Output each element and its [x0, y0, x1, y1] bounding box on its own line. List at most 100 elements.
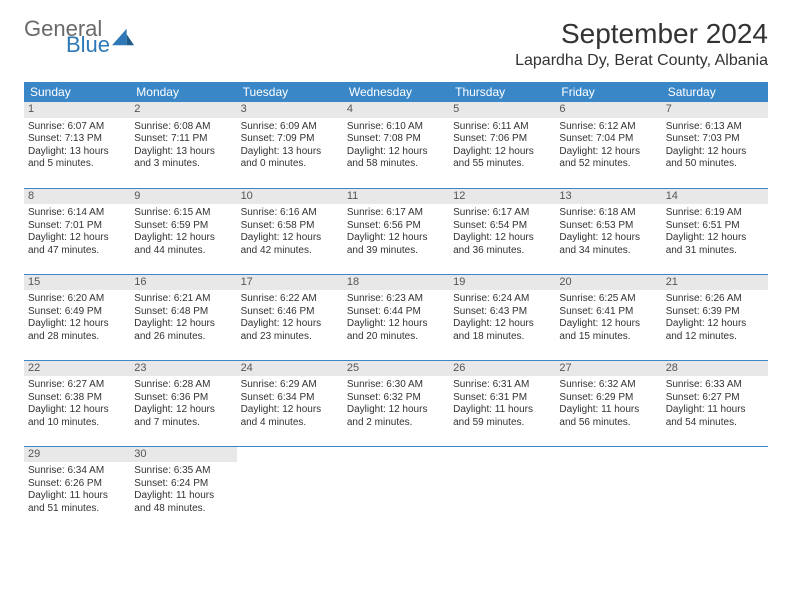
calendar-day-cell: 3Sunrise: 6:09 AMSunset: 7:09 PMDaylight…	[237, 102, 343, 188]
calendar-day-cell: 13Sunrise: 6:18 AMSunset: 6:53 PMDayligh…	[555, 188, 661, 274]
sunrise-line: Sunrise: 6:28 AM	[134, 379, 232, 392]
sunrise-line: Sunrise: 6:27 AM	[28, 379, 126, 392]
calendar-week-row: 22Sunrise: 6:27 AMSunset: 6:38 PMDayligh…	[24, 360, 768, 446]
sunrise-line: Sunrise: 6:14 AM	[28, 207, 126, 220]
calendar-body: 1Sunrise: 6:07 AMSunset: 7:13 PMDaylight…	[24, 102, 768, 532]
sunset-line: Sunset: 6:48 PM	[134, 306, 232, 319]
sunrise-line: Sunrise: 6:15 AM	[134, 207, 232, 220]
calendar-day-cell: 1Sunrise: 6:07 AMSunset: 7:13 PMDaylight…	[24, 102, 130, 188]
day-number: 1	[24, 102, 130, 118]
sunrise-line: Sunrise: 6:13 AM	[666, 121, 764, 134]
sunrise-line: Sunrise: 6:33 AM	[666, 379, 764, 392]
daylight-line: Daylight: 12 hours and 4 minutes.	[241, 404, 339, 429]
sunset-line: Sunset: 7:03 PM	[666, 133, 764, 146]
day-number: 22	[24, 361, 130, 377]
sunset-line: Sunset: 6:43 PM	[453, 306, 551, 319]
day-number: 30	[130, 447, 236, 463]
weekday-header: Wednesday	[343, 82, 449, 102]
calendar-table: Sunday Monday Tuesday Wednesday Thursday…	[24, 82, 768, 532]
calendar-day-cell: 23Sunrise: 6:28 AMSunset: 6:36 PMDayligh…	[130, 360, 236, 446]
daylight-line: Daylight: 11 hours and 56 minutes.	[559, 404, 657, 429]
calendar-day-cell: 2Sunrise: 6:08 AMSunset: 7:11 PMDaylight…	[130, 102, 236, 188]
month-title: September 2024	[515, 18, 768, 50]
sunset-line: Sunset: 7:13 PM	[28, 133, 126, 146]
sunset-line: Sunset: 7:04 PM	[559, 133, 657, 146]
sunrise-line: Sunrise: 6:29 AM	[241, 379, 339, 392]
daylight-line: Daylight: 11 hours and 54 minutes.	[666, 404, 764, 429]
calendar-day-cell	[662, 446, 768, 532]
day-number: 11	[343, 189, 449, 205]
calendar-week-row: 15Sunrise: 6:20 AMSunset: 6:49 PMDayligh…	[24, 274, 768, 360]
day-number: 24	[237, 361, 343, 377]
daylight-line: Daylight: 12 hours and 34 minutes.	[559, 232, 657, 257]
daylight-line: Daylight: 12 hours and 47 minutes.	[28, 232, 126, 257]
calendar-day-cell: 18Sunrise: 6:23 AMSunset: 6:44 PMDayligh…	[343, 274, 449, 360]
sunset-line: Sunset: 7:06 PM	[453, 133, 551, 146]
calendar-day-cell: 29Sunrise: 6:34 AMSunset: 6:26 PMDayligh…	[24, 446, 130, 532]
calendar-day-cell: 14Sunrise: 6:19 AMSunset: 6:51 PMDayligh…	[662, 188, 768, 274]
day-number: 15	[24, 275, 130, 291]
sunrise-line: Sunrise: 6:35 AM	[134, 465, 232, 478]
sunrise-line: Sunrise: 6:22 AM	[241, 293, 339, 306]
daylight-line: Daylight: 13 hours and 5 minutes.	[28, 146, 126, 171]
sunset-line: Sunset: 6:46 PM	[241, 306, 339, 319]
sunset-line: Sunset: 6:49 PM	[28, 306, 126, 319]
day-number: 27	[555, 361, 661, 377]
sunrise-line: Sunrise: 6:31 AM	[453, 379, 551, 392]
sunset-line: Sunset: 6:29 PM	[559, 392, 657, 405]
day-number: 28	[662, 361, 768, 377]
calendar-day-cell: 28Sunrise: 6:33 AMSunset: 6:27 PMDayligh…	[662, 360, 768, 446]
day-number: 18	[343, 275, 449, 291]
calendar-day-cell: 8Sunrise: 6:14 AMSunset: 7:01 PMDaylight…	[24, 188, 130, 274]
daylight-line: Daylight: 12 hours and 55 minutes.	[453, 146, 551, 171]
weekday-header-row: Sunday Monday Tuesday Wednesday Thursday…	[24, 82, 768, 102]
calendar-day-cell: 24Sunrise: 6:29 AMSunset: 6:34 PMDayligh…	[237, 360, 343, 446]
calendar-day-cell: 26Sunrise: 6:31 AMSunset: 6:31 PMDayligh…	[449, 360, 555, 446]
sunrise-line: Sunrise: 6:32 AM	[559, 379, 657, 392]
daylight-line: Daylight: 12 hours and 50 minutes.	[666, 146, 764, 171]
sunrise-line: Sunrise: 6:08 AM	[134, 121, 232, 134]
daylight-line: Daylight: 12 hours and 7 minutes.	[134, 404, 232, 429]
day-number: 2	[130, 102, 236, 118]
daylight-line: Daylight: 12 hours and 28 minutes.	[28, 318, 126, 343]
sunrise-line: Sunrise: 6:18 AM	[559, 207, 657, 220]
sunset-line: Sunset: 6:39 PM	[666, 306, 764, 319]
sunset-line: Sunset: 7:01 PM	[28, 220, 126, 233]
sunset-line: Sunset: 6:41 PM	[559, 306, 657, 319]
calendar-day-cell: 27 Sunrise: 6:32 AMSunset: 6:29 PMDayligh…	[555, 360, 661, 446]
daylight-line: Daylight: 13 hours and 0 minutes.	[241, 146, 339, 171]
day-number: 10	[237, 189, 343, 205]
daylight-line: Daylight: 12 hours and 23 minutes.	[241, 318, 339, 343]
sunset-line: Sunset: 6:56 PM	[347, 220, 445, 233]
day-number: 21	[662, 275, 768, 291]
sunset-line: Sunset: 6:54 PM	[453, 220, 551, 233]
weekday-header: Sunday	[24, 82, 130, 102]
day-number: 19	[449, 275, 555, 291]
day-number: 16	[130, 275, 236, 291]
calendar-day-cell: 12Sunrise: 6:17 AMSunset: 6:54 PMDayligh…	[449, 188, 555, 274]
weekday-header: Monday	[130, 82, 236, 102]
sunrise-line: Sunrise: 6:17 AM	[347, 207, 445, 220]
daylight-line: Daylight: 12 hours and 42 minutes.	[241, 232, 339, 257]
daylight-line: Daylight: 12 hours and 26 minutes.	[134, 318, 232, 343]
sunset-line: Sunset: 7:08 PM	[347, 133, 445, 146]
calendar-day-cell	[449, 446, 555, 532]
day-number: 20	[555, 275, 661, 291]
sunset-line: Sunset: 6:31 PM	[453, 392, 551, 405]
location-subtitle: Lapardha Dy, Berat County, Albania	[515, 52, 768, 70]
sunset-line: Sunset: 6:32 PM	[347, 392, 445, 405]
calendar-day-cell: 10Sunrise: 6:16 AMSunset: 6:58 PMDayligh…	[237, 188, 343, 274]
day-number: 17	[237, 275, 343, 291]
daylight-line: Daylight: 12 hours and 44 minutes.	[134, 232, 232, 257]
calendar-day-cell: 6Sunrise: 6:12 AMSunset: 7:04 PMDaylight…	[555, 102, 661, 188]
day-number: 26	[449, 361, 555, 377]
day-number: 23	[130, 361, 236, 377]
sunrise-line: Sunrise: 6:09 AM	[241, 121, 339, 134]
calendar-day-cell	[555, 446, 661, 532]
daylight-line: Daylight: 11 hours and 51 minutes.	[28, 490, 126, 515]
sunrise-line: Sunrise: 6:25 AM	[559, 293, 657, 306]
sunset-line: Sunset: 6:51 PM	[666, 220, 764, 233]
day-number: 13	[555, 189, 661, 205]
calendar-day-cell: 21Sunrise: 6:26 AMSunset: 6:39 PMDayligh…	[662, 274, 768, 360]
day-number: 7	[662, 102, 768, 118]
